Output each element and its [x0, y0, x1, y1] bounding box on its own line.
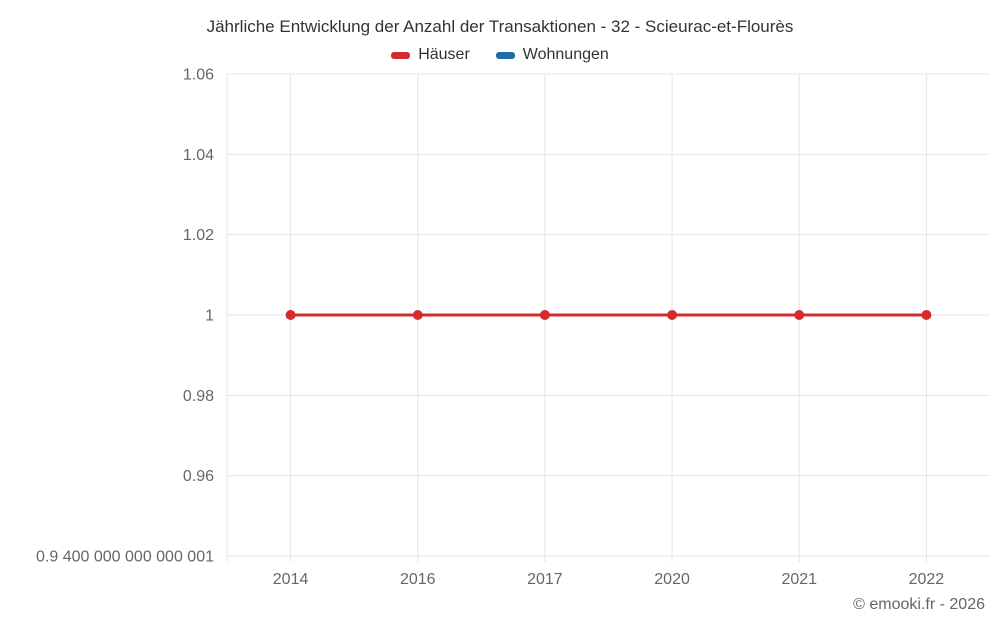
- copyright-credit: © emooki.fr - 2026: [853, 596, 985, 613]
- legend-label-haeuser: Häuser: [418, 46, 470, 63]
- y-axis-tick-label: 1: [205, 308, 214, 325]
- data-point: [412, 310, 423, 320]
- chart-title: Jährliche Entwicklung der Anzahl der Tra…: [206, 17, 794, 36]
- x-axis-tick-label: 2016: [400, 571, 436, 588]
- y-axis-tick-label: 1.02: [183, 227, 214, 244]
- legend-label-wohnungen: Wohnungen: [522, 46, 609, 63]
- y-axis-tick-label: 1.04: [183, 147, 214, 164]
- data-point: [921, 310, 932, 320]
- y-axis-tick-label: 0.96: [183, 468, 214, 485]
- y-axis-tick-label: 1.06: [183, 67, 214, 84]
- data-point: [539, 310, 550, 320]
- legend-marker-wohnungen-icon: [495, 51, 515, 59]
- y-axis-tick-label: 0.9 400 000 000 000 001: [36, 549, 214, 566]
- x-axis-tick-label: 2014: [273, 571, 309, 588]
- x-axis-tick-label: 2021: [781, 571, 817, 588]
- x-axis-tick-label: 2022: [909, 571, 945, 588]
- y-axis-tick-label: 0.98: [183, 388, 214, 405]
- legend-item-haeuser[interactable]: Häuser: [391, 46, 470, 64]
- legend: Häuser Wohnungen: [0, 46, 1000, 64]
- data-point: [794, 310, 805, 320]
- legend-marker-haeuser-icon: [391, 51, 411, 59]
- x-axis-tick-label: 2017: [527, 571, 563, 588]
- legend-item-wohnungen[interactable]: Wohnungen: [495, 46, 609, 64]
- data-point: [285, 310, 296, 320]
- data-point: [667, 310, 678, 320]
- x-axis-tick-label: 2020: [654, 571, 690, 588]
